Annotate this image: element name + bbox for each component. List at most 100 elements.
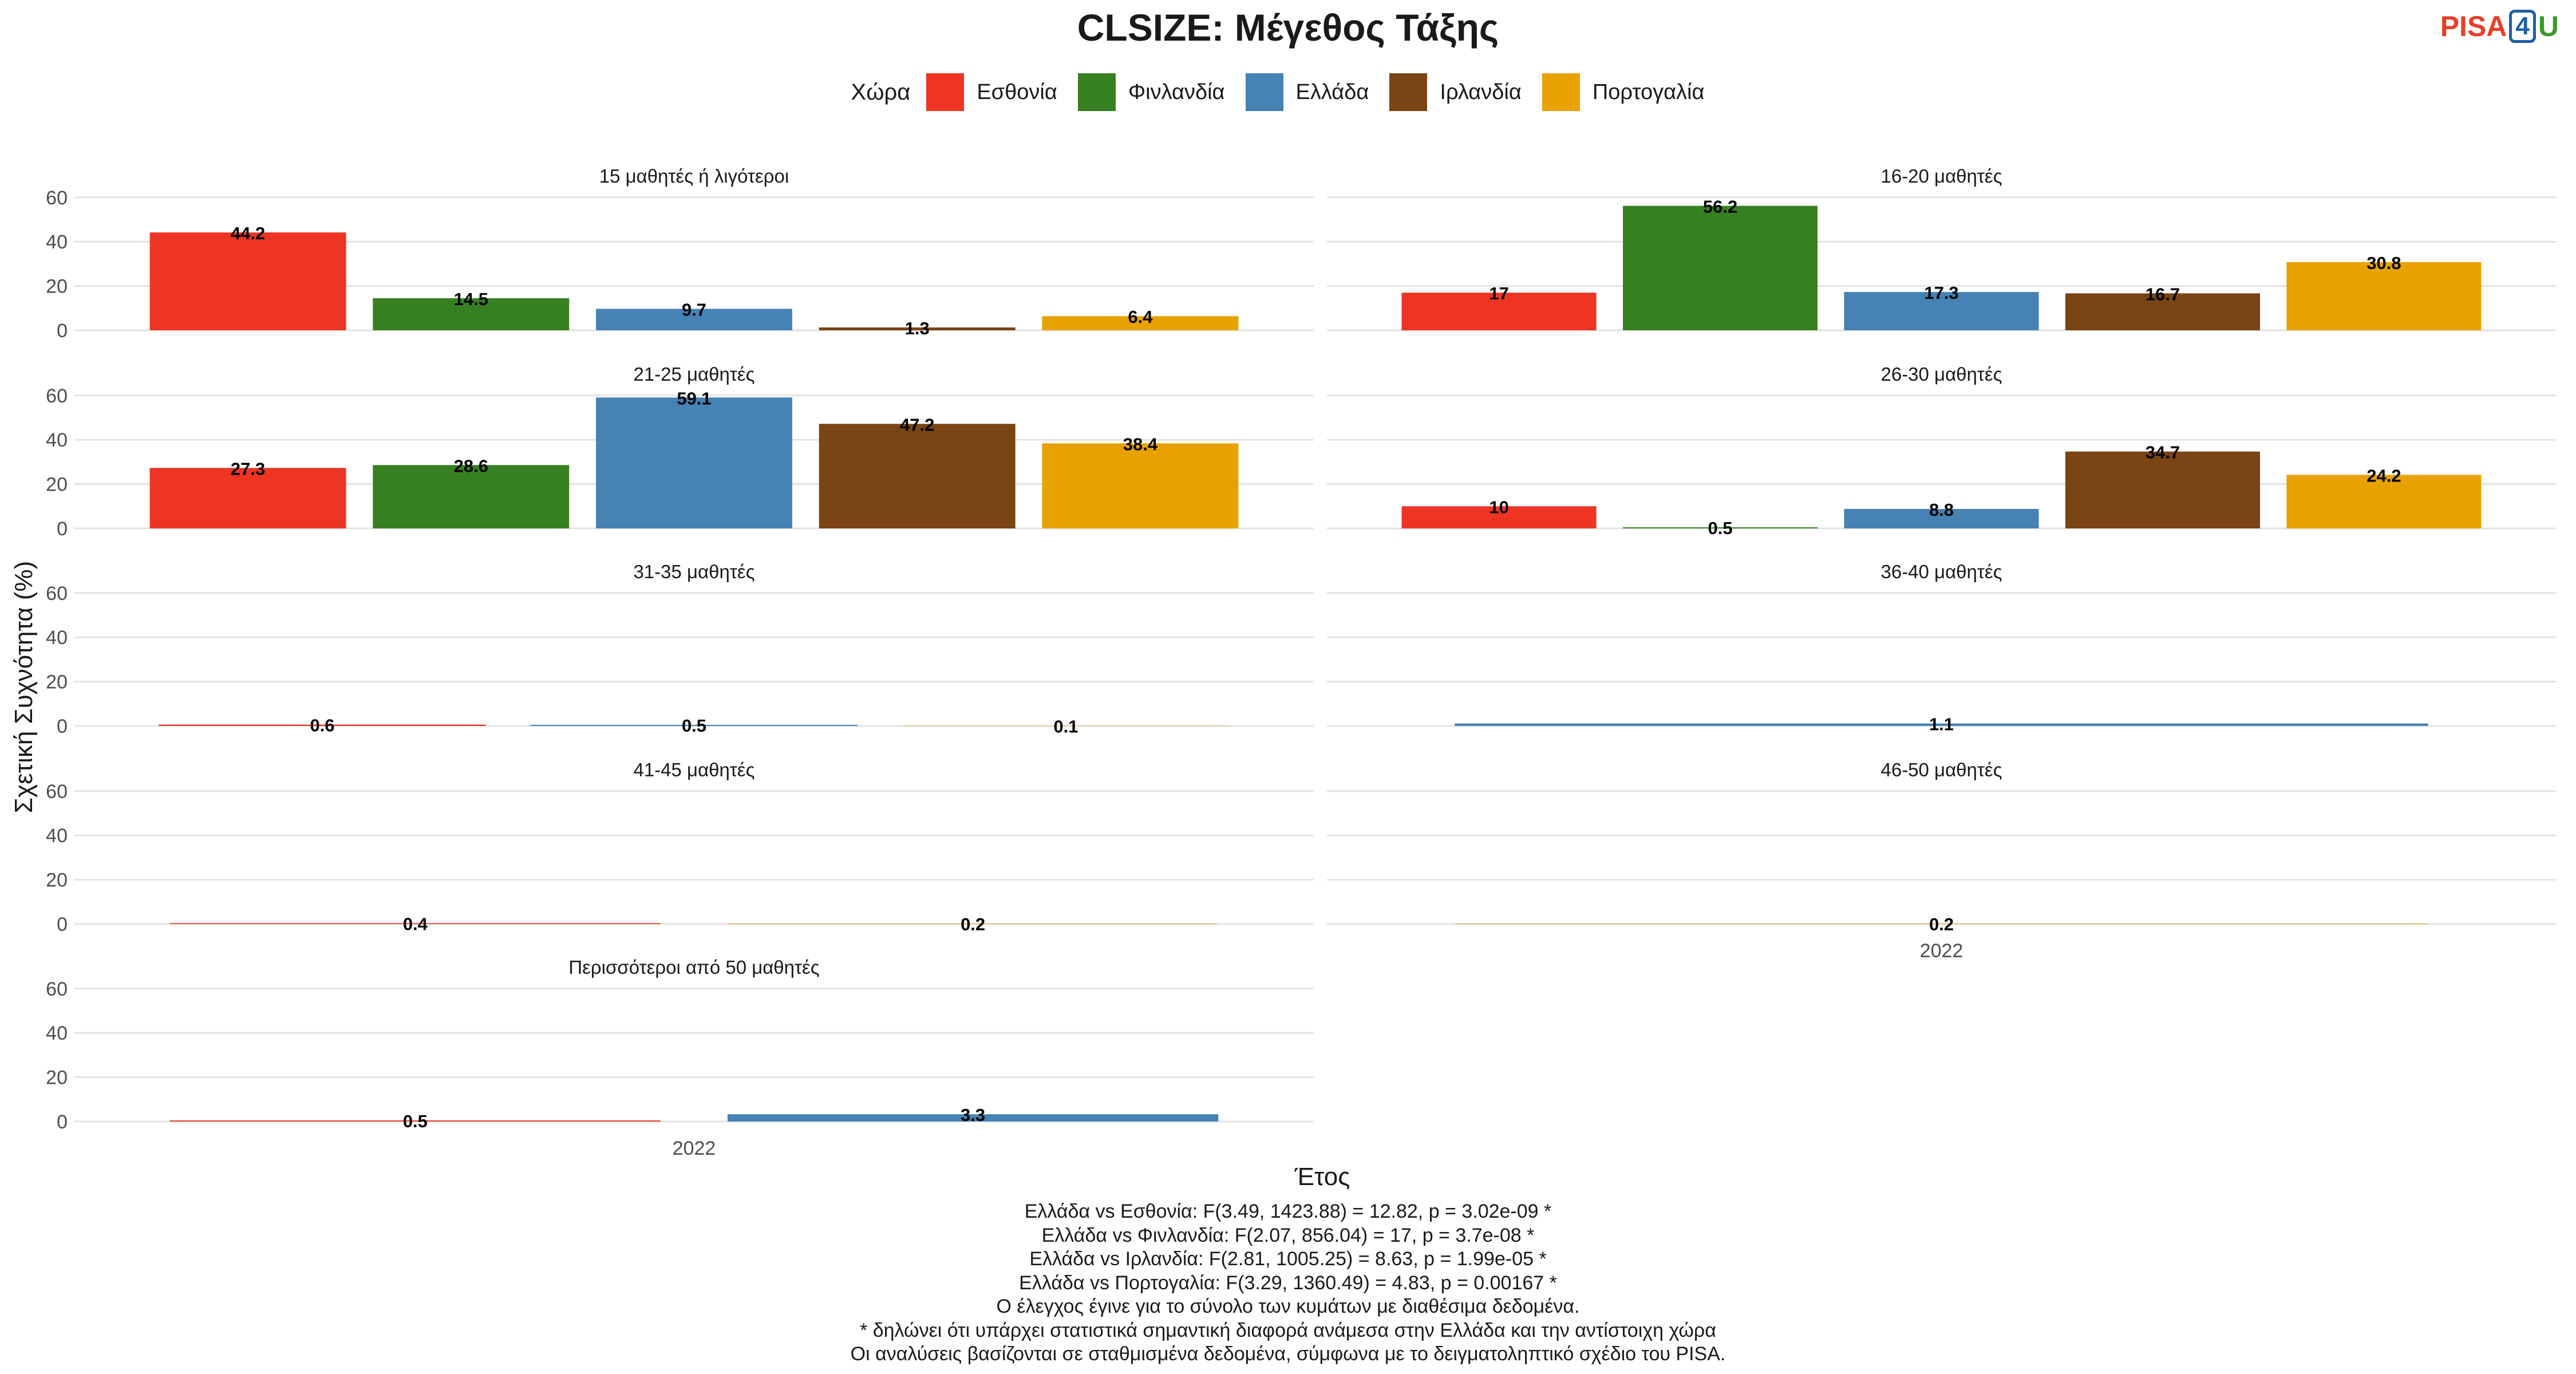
y-tick-label: 40 bbox=[46, 231, 68, 253]
panel-9: 0 20 40 60 Περισσότεροι από 50 μαθητές 0.5 3.3… bbox=[46, 957, 1314, 1159]
footnotes: Ελλάδα vs Εσθονία: F(3.49, 1423.88) = 12… bbox=[0, 1200, 2576, 1367]
y-tick-label: 20 bbox=[46, 474, 68, 496]
panel-3: 0 20 40 60 21-25 μαθητές 27.3 28.6 59.1 47.2 38.4 bbox=[46, 364, 1314, 540]
bar-value-label: 0.2 bbox=[961, 914, 985, 934]
legend-item-greece: Ελλάδα bbox=[1245, 73, 1369, 111]
panel-strip-label: 36-40 μαθητές bbox=[1880, 561, 2002, 582]
panel-strip-label: Περισσότεροι από 50 μαθητές bbox=[568, 957, 819, 978]
chart-title: CLSIZE: Μέγεθος Τάξης bbox=[1077, 6, 1499, 49]
legend-item-ireland: Ιρλανδία bbox=[1389, 73, 1522, 111]
bar-panel-4 bbox=[1401, 506, 1597, 528]
bar-value-label: 56.2 bbox=[1703, 197, 1737, 217]
bar-panel-3 bbox=[596, 397, 792, 528]
bar-value-label: 28.6 bbox=[454, 456, 488, 476]
bar-value-label: 0.5 bbox=[1708, 518, 1732, 538]
bar-panel-8 bbox=[1455, 923, 2428, 924]
panel-7: 0 20 40 60 41-45 μαθητές 0.4 0.2 bbox=[46, 759, 1314, 935]
legend-title: Χώρα bbox=[851, 79, 911, 105]
bar-panel-2 bbox=[2286, 262, 2482, 330]
bar-value-label: 44.2 bbox=[231, 223, 265, 243]
y-tick-label: 20 bbox=[46, 276, 68, 298]
legend-swatch-ireland bbox=[1389, 73, 1428, 111]
bar-panel-5 bbox=[902, 725, 1230, 727]
bar-panel-4 bbox=[2065, 451, 2261, 528]
panel-1: 0 20 40 60 15 μαθητές ή λιγότεροι 44.2 14.5 9.7… bbox=[46, 165, 1314, 342]
bar-panel-1 bbox=[596, 309, 792, 330]
legend-swatch-estonia bbox=[926, 73, 965, 111]
y-tick-label: 20 bbox=[46, 672, 68, 693]
bar-panel-4 bbox=[1622, 527, 1818, 528]
pisa4u-logo: PISA 4 U bbox=[2440, 9, 2559, 44]
panel-strip-label: 31-35 μαθητές bbox=[633, 561, 754, 582]
bar-panel-5 bbox=[530, 725, 858, 726]
legend-item-estonia: Εσθονία bbox=[926, 73, 1057, 111]
footnote-line: Ελλάδα vs Ιρλανδία: F(2.81, 1005.25) = 8… bbox=[1029, 1248, 1547, 1270]
y-tick-label: 40 bbox=[46, 429, 68, 451]
bar-panel-9 bbox=[727, 1114, 1219, 1122]
y-tick-label: 0 bbox=[57, 1111, 68, 1133]
panel-strip-label: 26-30 μαθητές bbox=[1880, 364, 2002, 385]
bar-value-label: 0.2 bbox=[1929, 914, 1954, 934]
legend-label-portugal: Πορτογαλία bbox=[1592, 80, 1705, 104]
y-tick-label: 40 bbox=[46, 627, 68, 649]
bar-panel-3 bbox=[373, 465, 570, 528]
panel-strip-label: 16-20 μαθητές bbox=[1880, 165, 2002, 187]
footnote-line: Ο έλεγχος έγινε για το σύνολο των κυμάτω… bbox=[996, 1296, 1580, 1317]
y-axis-label: Σχετική Συχνότητα (%) bbox=[10, 561, 38, 814]
bar-value-label: 17 bbox=[1489, 283, 1508, 303]
panel-5: 0 20 40 60 31-35 μαθητές 0.6 0.5 0.1 bbox=[46, 561, 1314, 737]
bar-panel-1 bbox=[373, 298, 570, 330]
logo-part-pisa: PISA bbox=[2440, 10, 2507, 42]
bar-value-label: 6.4 bbox=[1128, 307, 1153, 327]
bar-panel-5 bbox=[159, 724, 486, 726]
legend-swatch-portugal bbox=[1542, 73, 1580, 111]
panel-strip-label: 15 μαθητές ή λιγότεροι bbox=[599, 165, 789, 187]
x-axis-label: Έτος bbox=[1294, 1163, 1350, 1191]
y-tick-label: 0 bbox=[57, 320, 68, 342]
y-tick-label: 60 bbox=[46, 781, 68, 803]
legend: Χώρα Εσθονία Φινλανδία Ελλάδα Ιρλανδία Π… bbox=[0, 73, 2576, 111]
bar-panel-1 bbox=[1042, 316, 1239, 330]
panel-strip-label: 21-25 μαθητές bbox=[633, 364, 754, 385]
y-tick-label: 20 bbox=[46, 870, 68, 891]
logo-part-4: 4 bbox=[2509, 10, 2536, 43]
footnote-line: Ελλάδα vs Εσθονία: F(3.49, 1423.88) = 12… bbox=[1024, 1201, 1552, 1222]
y-tick-label: 40 bbox=[46, 825, 68, 847]
panel-8: 46-50 μαθητές 0.2 2022 bbox=[1327, 759, 2556, 962]
footnote-line: Ελλάδα vs Φινλανδία: F(2.07, 856.04) = 1… bbox=[1041, 1224, 1535, 1246]
bar-value-label: 8.8 bbox=[1929, 500, 1954, 520]
y-tick-label: 40 bbox=[46, 1022, 68, 1044]
panels-layer: 0 20 40 60 15 μαθητές ή λιγότεροι 44.2 14.5 9.7… bbox=[46, 165, 2556, 1159]
bar-value-label: 3.3 bbox=[961, 1105, 985, 1125]
y-tick-label: 0 bbox=[57, 518, 68, 540]
legend-label-estonia: Εσθονία bbox=[977, 80, 1057, 104]
y-tick-label: 0 bbox=[57, 914, 68, 935]
bar-value-label: 10 bbox=[1489, 497, 1508, 517]
panel-strip-label: 46-50 μαθητές bbox=[1880, 759, 2002, 780]
bar-value-label: 59.1 bbox=[677, 388, 711, 408]
bar-value-label: 34.7 bbox=[2146, 443, 2180, 463]
bar-value-label: 0.6 bbox=[310, 716, 334, 736]
bar-panel-2 bbox=[1622, 206, 1818, 330]
bar-panel-4 bbox=[2286, 475, 2482, 528]
bar-panel-2 bbox=[1844, 292, 2039, 330]
panel-strip-label: 41-45 μαθητές bbox=[633, 759, 754, 780]
panel-2: 16-20 μαθητές 17 56.2 17.3 16.7 30.8 bbox=[1327, 165, 2556, 331]
bar-value-label: 17.3 bbox=[1924, 283, 1958, 303]
panel-6: 36-40 μαθητές 1.1 bbox=[1327, 561, 2556, 735]
legend-item-finland: Φινλανδία bbox=[1077, 73, 1225, 111]
panel-4: 26-30 μαθητές 10 0.5 8.8 34.7 24.2 bbox=[1327, 364, 2556, 538]
y-tick-label: 20 bbox=[46, 1067, 68, 1089]
legend-label-greece: Ελλάδα bbox=[1295, 80, 1369, 104]
bar-value-label: 47.2 bbox=[900, 414, 934, 435]
footnote-line: Οι αναλύσεις βασίζονται σε σταθμισμένα δ… bbox=[850, 1343, 1726, 1365]
logo-part-u: U bbox=[2538, 10, 2559, 42]
legend-item-portugal: Πορτογαλία bbox=[1542, 73, 1705, 111]
x-tick-label: 2022 bbox=[1920, 940, 1963, 962]
bar-panel-3 bbox=[149, 468, 346, 528]
bar-panel-1 bbox=[819, 327, 1016, 330]
legend-swatch-finland bbox=[1077, 73, 1116, 111]
bar-value-label: 9.7 bbox=[682, 299, 706, 319]
bar-panel-7 bbox=[169, 923, 661, 924]
